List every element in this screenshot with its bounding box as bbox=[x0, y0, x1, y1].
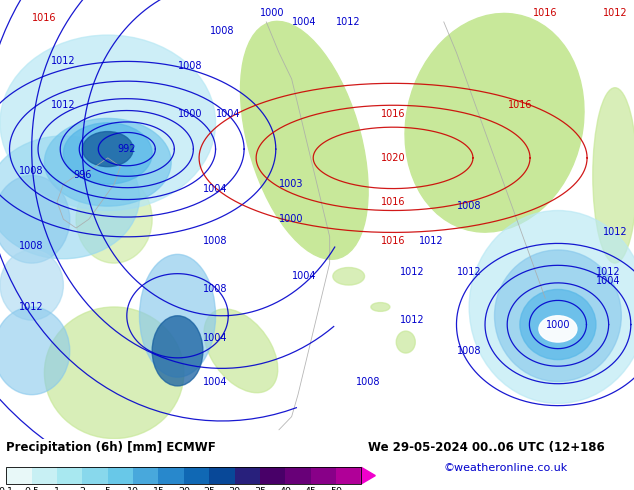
Text: 5: 5 bbox=[105, 487, 111, 490]
Text: 1004: 1004 bbox=[216, 109, 240, 119]
Text: 1012: 1012 bbox=[419, 236, 443, 246]
Ellipse shape bbox=[0, 35, 216, 211]
Ellipse shape bbox=[204, 309, 278, 392]
Ellipse shape bbox=[333, 268, 365, 285]
Text: 996: 996 bbox=[74, 171, 91, 180]
Text: 1004: 1004 bbox=[204, 333, 228, 343]
Text: 1012: 1012 bbox=[51, 56, 75, 67]
Text: 1012: 1012 bbox=[400, 315, 424, 325]
Text: 0.1: 0.1 bbox=[0, 487, 14, 490]
Text: 1000: 1000 bbox=[178, 109, 202, 119]
Text: 1012: 1012 bbox=[20, 302, 44, 312]
Bar bbox=[82, 467, 108, 484]
Ellipse shape bbox=[63, 123, 152, 184]
Text: 1008: 1008 bbox=[20, 241, 44, 250]
Text: 1000: 1000 bbox=[261, 8, 285, 18]
Text: 1000: 1000 bbox=[280, 214, 304, 224]
Ellipse shape bbox=[240, 22, 368, 259]
Text: Precipitation (6h) [mm] ECMWF: Precipitation (6h) [mm] ECMWF bbox=[6, 441, 216, 454]
Bar bbox=[235, 467, 260, 484]
Polygon shape bbox=[361, 467, 375, 484]
Bar bbox=[285, 467, 311, 484]
Bar bbox=[311, 467, 336, 484]
Bar bbox=[6, 467, 32, 484]
Text: 1016: 1016 bbox=[533, 8, 557, 18]
Text: 1008: 1008 bbox=[178, 61, 202, 71]
Text: 1020: 1020 bbox=[381, 153, 405, 163]
Bar bbox=[57, 467, 82, 484]
Text: 1012: 1012 bbox=[597, 267, 621, 277]
Ellipse shape bbox=[285, 175, 323, 220]
Text: 1008: 1008 bbox=[204, 284, 228, 294]
Text: 1008: 1008 bbox=[457, 201, 481, 211]
Ellipse shape bbox=[152, 316, 203, 386]
Bar bbox=[6, 467, 361, 484]
Ellipse shape bbox=[82, 131, 133, 167]
Text: 1008: 1008 bbox=[457, 346, 481, 356]
Text: 1016: 1016 bbox=[381, 236, 405, 246]
Text: 1008: 1008 bbox=[210, 25, 234, 36]
Ellipse shape bbox=[0, 136, 139, 259]
Text: 1004: 1004 bbox=[204, 376, 228, 387]
Text: 1016: 1016 bbox=[381, 196, 405, 207]
Text: 1008: 1008 bbox=[356, 376, 380, 387]
Text: 10: 10 bbox=[127, 487, 139, 490]
Text: 992: 992 bbox=[117, 144, 136, 154]
Text: 1016: 1016 bbox=[32, 13, 56, 23]
Ellipse shape bbox=[520, 290, 596, 360]
Ellipse shape bbox=[0, 307, 70, 395]
Ellipse shape bbox=[44, 307, 184, 439]
Text: We 29-05-2024 00..06 UTC (12+186: We 29-05-2024 00..06 UTC (12+186 bbox=[368, 441, 604, 454]
Ellipse shape bbox=[371, 303, 390, 311]
Text: 1008: 1008 bbox=[20, 166, 44, 176]
Bar bbox=[184, 467, 209, 484]
Bar bbox=[260, 467, 285, 484]
Text: 1004: 1004 bbox=[292, 17, 316, 27]
Text: 1004: 1004 bbox=[597, 276, 621, 286]
Text: 1: 1 bbox=[54, 487, 60, 490]
Text: ©weatheronline.co.uk: ©weatheronline.co.uk bbox=[444, 464, 568, 473]
Text: 15: 15 bbox=[153, 487, 164, 490]
Ellipse shape bbox=[396, 331, 415, 353]
Text: 20: 20 bbox=[178, 487, 190, 490]
Text: 2: 2 bbox=[79, 487, 86, 490]
Ellipse shape bbox=[495, 250, 621, 382]
Text: 0.5: 0.5 bbox=[24, 487, 39, 490]
Ellipse shape bbox=[0, 250, 63, 320]
Ellipse shape bbox=[469, 211, 634, 403]
Text: 1012: 1012 bbox=[603, 8, 627, 18]
Text: 1003: 1003 bbox=[280, 179, 304, 189]
Text: 1012: 1012 bbox=[337, 17, 361, 27]
Bar bbox=[158, 467, 184, 484]
Bar bbox=[336, 467, 361, 484]
Text: 35: 35 bbox=[254, 487, 266, 490]
Ellipse shape bbox=[0, 175, 70, 263]
Bar bbox=[209, 467, 235, 484]
Bar bbox=[108, 467, 133, 484]
Ellipse shape bbox=[593, 88, 634, 263]
Text: 1012: 1012 bbox=[603, 227, 627, 238]
Bar bbox=[133, 467, 158, 484]
Ellipse shape bbox=[44, 119, 171, 206]
Ellipse shape bbox=[405, 13, 584, 232]
Text: 1012: 1012 bbox=[51, 100, 75, 110]
Text: 1012: 1012 bbox=[457, 267, 481, 277]
Text: 25: 25 bbox=[204, 487, 215, 490]
Text: 1016: 1016 bbox=[508, 100, 532, 110]
Text: 1004: 1004 bbox=[292, 271, 316, 281]
Text: 50: 50 bbox=[330, 487, 342, 490]
Text: 1016: 1016 bbox=[381, 109, 405, 119]
Text: 1000: 1000 bbox=[546, 319, 570, 330]
Text: 1004: 1004 bbox=[204, 184, 228, 194]
Text: 1012: 1012 bbox=[400, 267, 424, 277]
Ellipse shape bbox=[139, 254, 216, 377]
Ellipse shape bbox=[539, 316, 577, 342]
Text: 30: 30 bbox=[228, 487, 241, 490]
Text: 45: 45 bbox=[305, 487, 316, 490]
Text: 1008: 1008 bbox=[204, 236, 228, 246]
Text: 40: 40 bbox=[280, 487, 291, 490]
Ellipse shape bbox=[76, 175, 152, 263]
Bar bbox=[32, 467, 57, 484]
